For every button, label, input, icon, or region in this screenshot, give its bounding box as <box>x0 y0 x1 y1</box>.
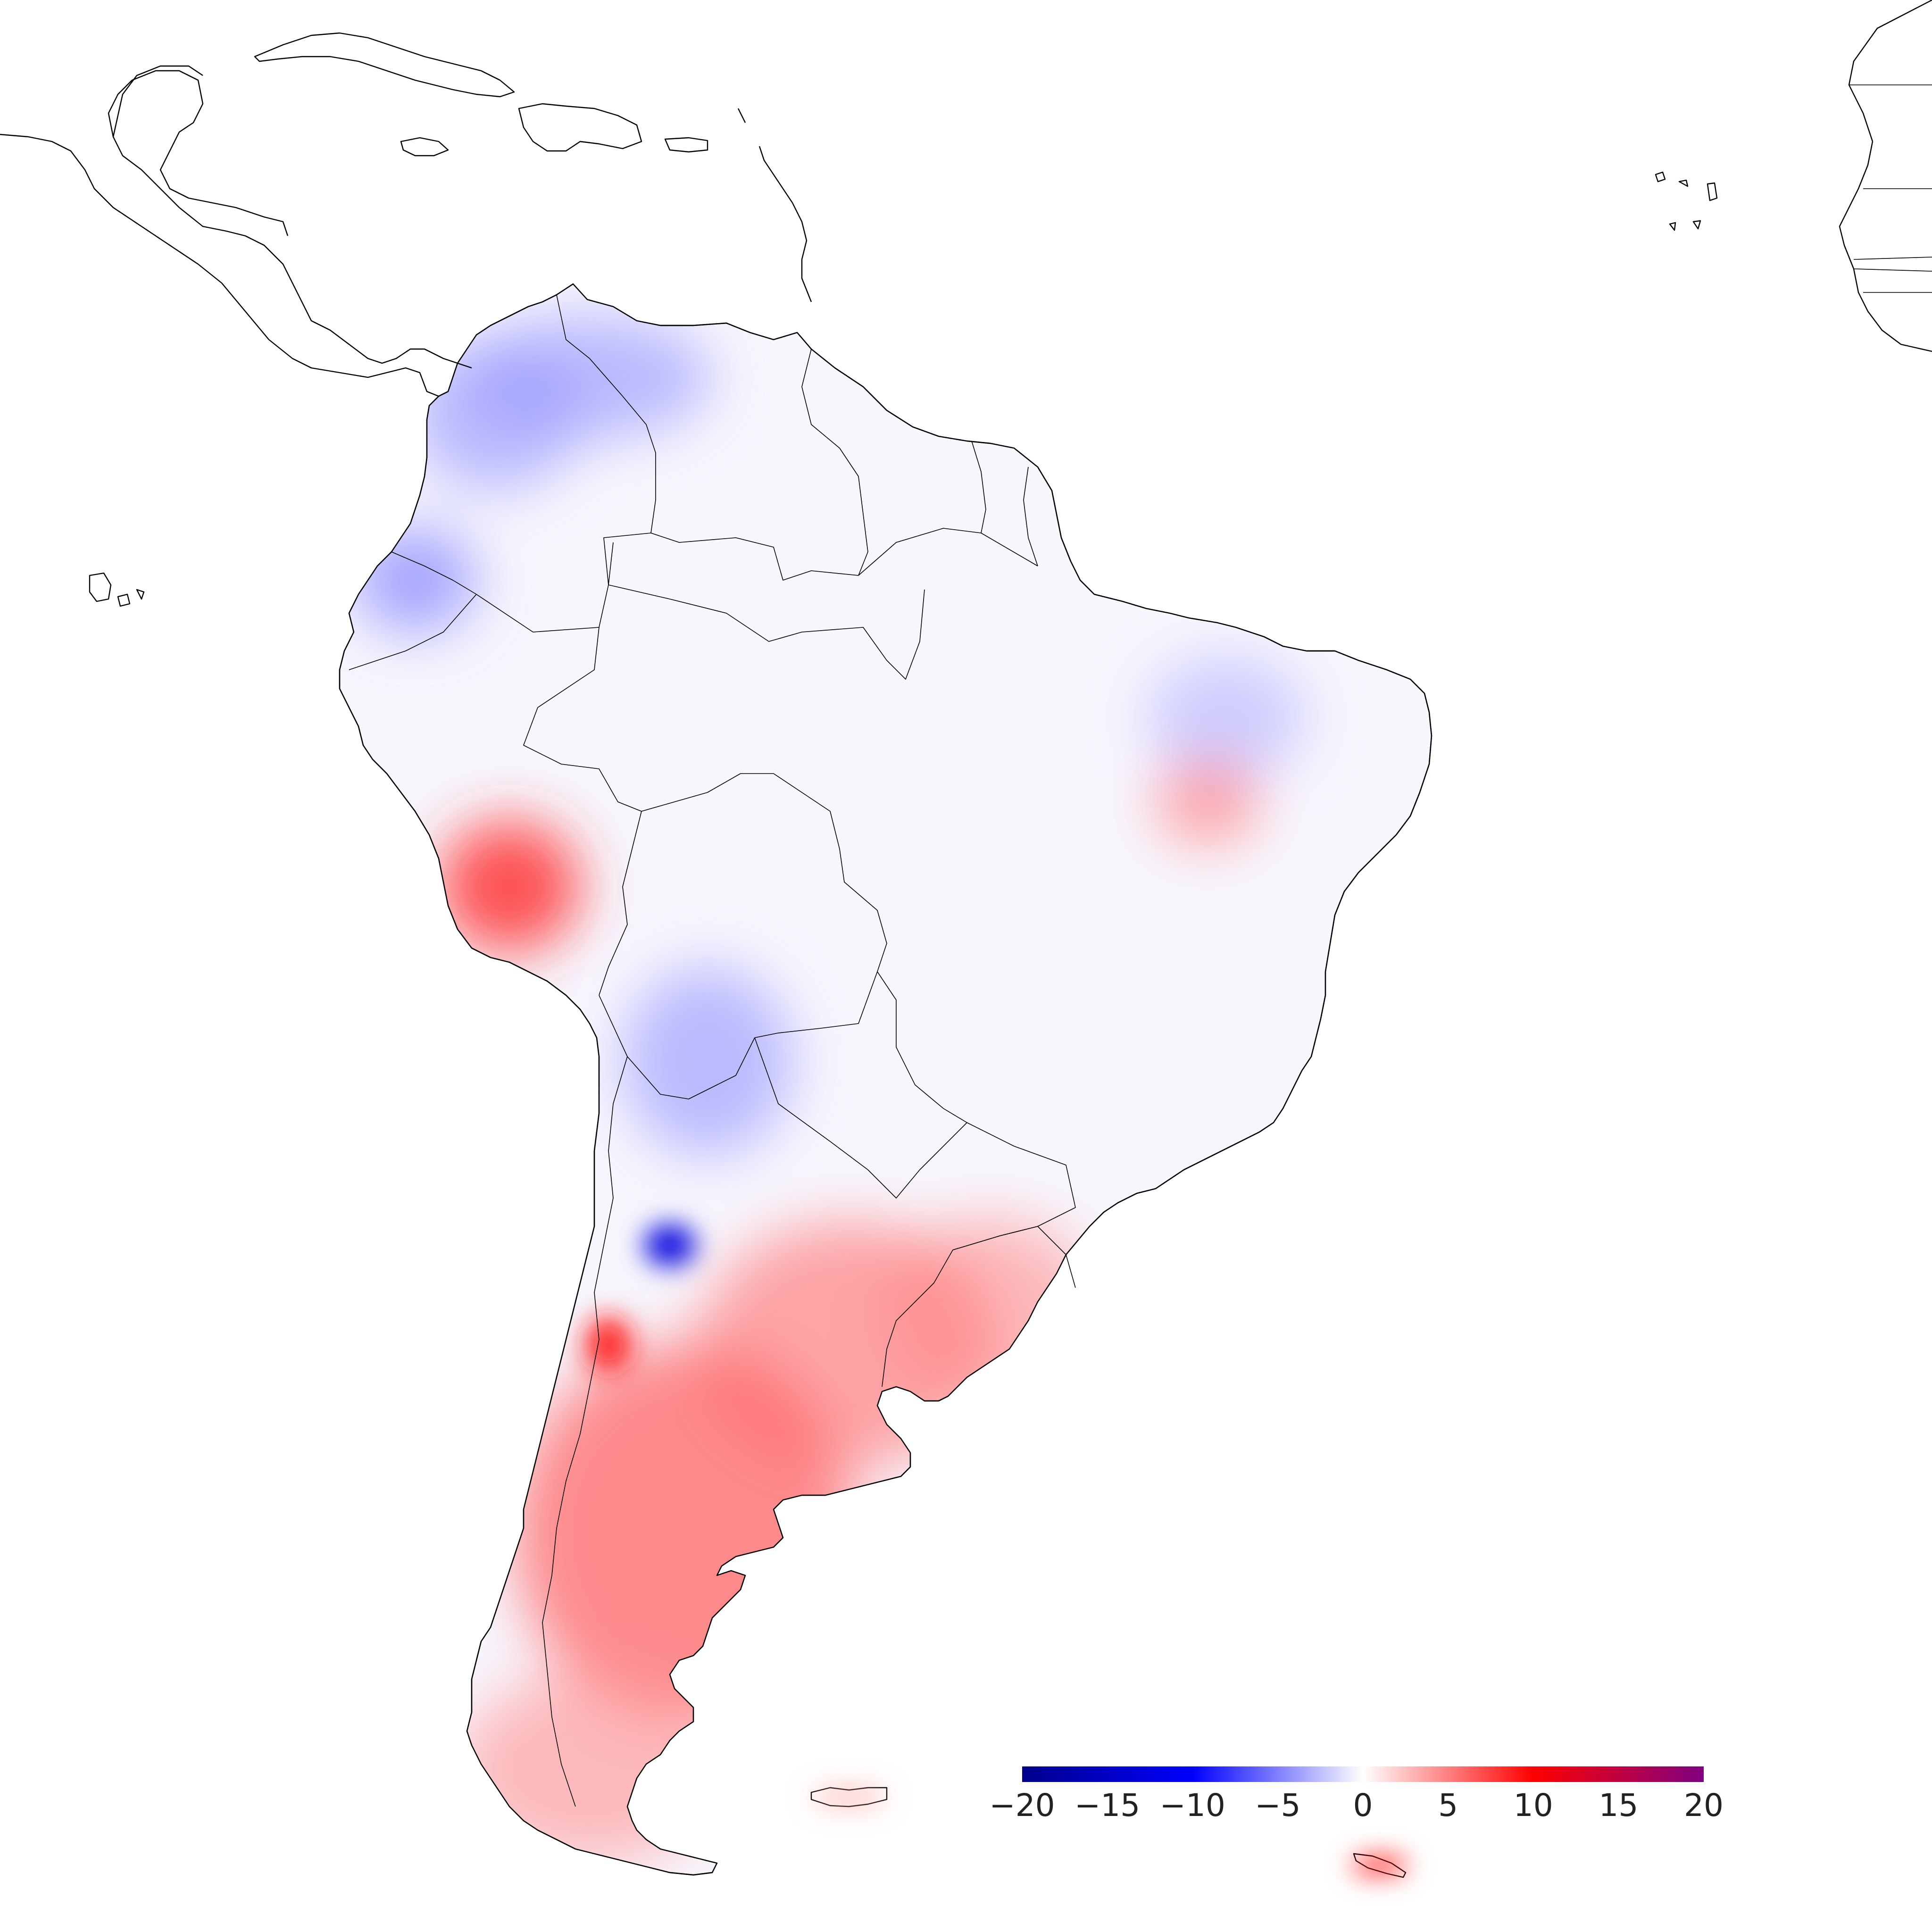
yucatan-coastline <box>112 65 203 137</box>
anomaly-patagonia <box>514 1344 854 1722</box>
anomaly-brazil-ne <box>1146 656 1307 778</box>
colorbar-tick-label: −5 <box>1255 1787 1300 1824</box>
puerto-rico-coastline <box>664 137 708 153</box>
border-brazil-internal <box>608 542 925 680</box>
colorbar-tick-label: 20 <box>1684 1787 1724 1824</box>
hispaniola-coastline <box>518 103 642 152</box>
border-venezuela-guyana <box>801 349 868 576</box>
border-colombia-ecuador <box>391 551 477 595</box>
south-america-coastline <box>339 283 1432 1876</box>
border-peru-bolivia <box>599 811 642 996</box>
border-uruguay-argentina <box>882 1249 953 1387</box>
border-colombia-venezuela <box>556 294 656 533</box>
colorbar-tick-label: 0 <box>1353 1787 1373 1824</box>
anomaly-ecuador <box>354 528 476 632</box>
africa-borders <box>1849 84 1932 293</box>
cuba-coastline <box>254 32 515 98</box>
border-chile-argentina <box>542 1056 628 1807</box>
country-borders <box>349 294 1076 1807</box>
border-peru-brazil <box>523 627 642 812</box>
colorbar-tick-label: 15 <box>1599 1787 1638 1824</box>
lesser-antilles <box>737 108 812 302</box>
border-bolivia-brazil <box>641 773 887 972</box>
anomaly-colombia-north <box>410 340 580 491</box>
anomaly-piaui <box>1156 759 1259 844</box>
border-ecuador-peru <box>349 594 477 670</box>
border-paraguay-argentina <box>754 1037 967 1199</box>
border-uruguay-brazil <box>952 1226 1076 1288</box>
cape-verde-islands <box>1655 171 1718 231</box>
colorbar-tick-label: −10 <box>1160 1787 1225 1824</box>
border-suriname-guiana <box>1023 466 1038 566</box>
anomaly-peru-coast <box>439 821 580 953</box>
colorbar-tick-label: −15 <box>1074 1787 1140 1824</box>
border-paraguay-brazil <box>877 971 967 1123</box>
galapagos-islands <box>89 572 145 607</box>
colorbar-ramp <box>1022 1766 1704 1782</box>
colorbar-tick-label: −20 <box>989 1787 1055 1824</box>
jamaica-coastline <box>400 137 449 157</box>
anomaly-bolivia <box>623 967 792 1156</box>
colorbar-tick-labels: −20 −15 −10 −5 0 5 10 15 20 <box>989 1787 1724 1824</box>
border-brazil-north <box>858 528 1038 576</box>
border-guyana-suriname <box>971 441 986 533</box>
colorbar-tick-label: 5 <box>1438 1787 1458 1824</box>
border-bolivia-paraguay <box>754 971 878 1038</box>
africa-coastline <box>1839 0 1932 352</box>
colorbar: −20 −15 −10 −5 0 5 10 15 20 <box>989 1766 1724 1824</box>
colorbar-tick-label: 10 <box>1514 1787 1553 1824</box>
central-america-coastline <box>0 70 472 397</box>
border-colombia-brazil <box>476 533 859 633</box>
south-america-landmass <box>339 283 1432 1876</box>
anomaly-mendoza <box>585 1316 632 1373</box>
anomaly-falklands <box>811 1788 887 1807</box>
anomaly-andes-cuyo <box>644 1224 696 1266</box>
anomaly-tierra-del-fuego <box>458 1674 722 1863</box>
anomaly-south-georgia <box>1351 1857 1408 1874</box>
